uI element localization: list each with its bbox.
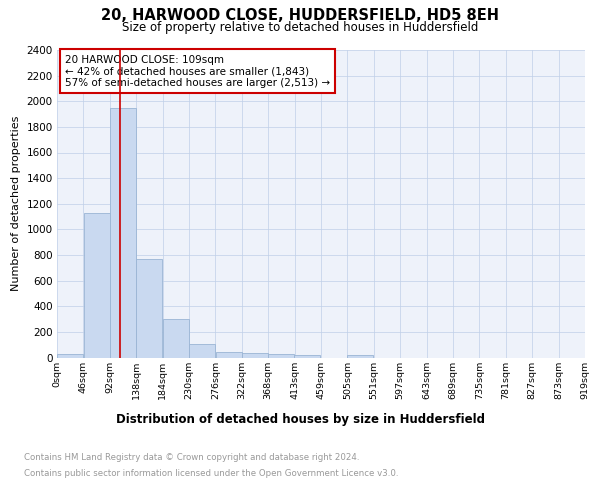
Text: 20 HARWOOD CLOSE: 109sqm
← 42% of detached houses are smaller (1,843)
57% of sem: 20 HARWOOD CLOSE: 109sqm ← 42% of detach… <box>65 54 330 88</box>
Bar <box>57 354 83 358</box>
Bar <box>189 344 215 358</box>
Text: Contains public sector information licensed under the Open Government Licence v3: Contains public sector information licen… <box>24 469 398 478</box>
Text: Size of property relative to detached houses in Huddersfield: Size of property relative to detached ho… <box>122 21 478 34</box>
Text: Contains HM Land Registry data © Crown copyright and database right 2024.: Contains HM Land Registry data © Crown c… <box>24 452 359 462</box>
Bar <box>242 354 268 358</box>
Bar <box>294 354 320 358</box>
Bar <box>163 319 189 358</box>
Bar <box>110 108 136 358</box>
Y-axis label: Number of detached properties: Number of detached properties <box>11 116 21 292</box>
Text: 20, HARWOOD CLOSE, HUDDERSFIELD, HD5 8EH: 20, HARWOOD CLOSE, HUDDERSFIELD, HD5 8EH <box>101 8 499 22</box>
Text: Distribution of detached houses by size in Huddersfield: Distribution of detached houses by size … <box>115 412 485 426</box>
Bar <box>215 352 242 358</box>
Bar <box>347 355 373 358</box>
Bar <box>268 354 295 358</box>
Bar <box>83 212 110 358</box>
Bar <box>136 259 163 358</box>
